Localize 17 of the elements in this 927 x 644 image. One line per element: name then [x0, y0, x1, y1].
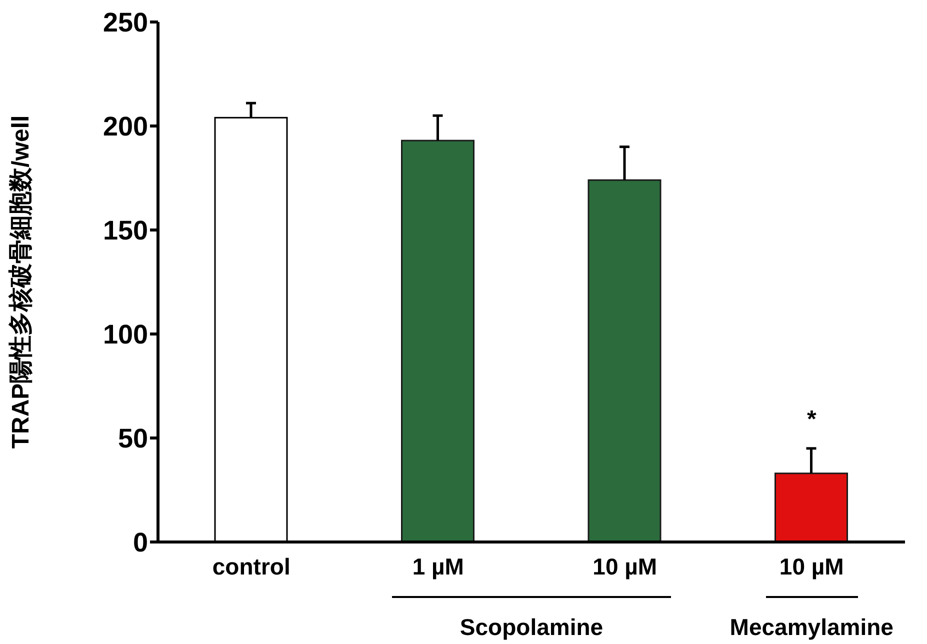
y-axis-title: TRAP陽性多核破骨細胞数/well: [8, 115, 35, 449]
bar: [401, 140, 474, 542]
y-tick-label: 200: [102, 112, 148, 142]
bar: [588, 179, 662, 542]
y-tick-label: 0: [132, 528, 148, 558]
text: Scopolamine: [458, 614, 604, 641]
x-tick-label: 1 µM: [412, 553, 464, 580]
x-tick-label: 10 µM: [779, 553, 844, 580]
annotation: *: [806, 406, 818, 434]
y-tick-label: 250: [102, 8, 148, 38]
x-tick-label: 10 µM: [592, 553, 658, 580]
y-tick-label: 50: [118, 424, 148, 454]
bar: [774, 472, 848, 542]
y-tick-label: 150: [102, 216, 148, 246]
text: Mecamylamine: [728, 614, 894, 641]
y-tick-label: 100: [102, 320, 148, 350]
x-tick-label: control: [212, 553, 290, 580]
